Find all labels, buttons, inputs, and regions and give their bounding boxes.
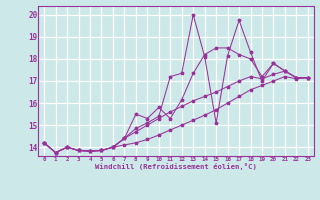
X-axis label: Windchill (Refroidissement éolien,°C): Windchill (Refroidissement éolien,°C) [95,163,257,170]
